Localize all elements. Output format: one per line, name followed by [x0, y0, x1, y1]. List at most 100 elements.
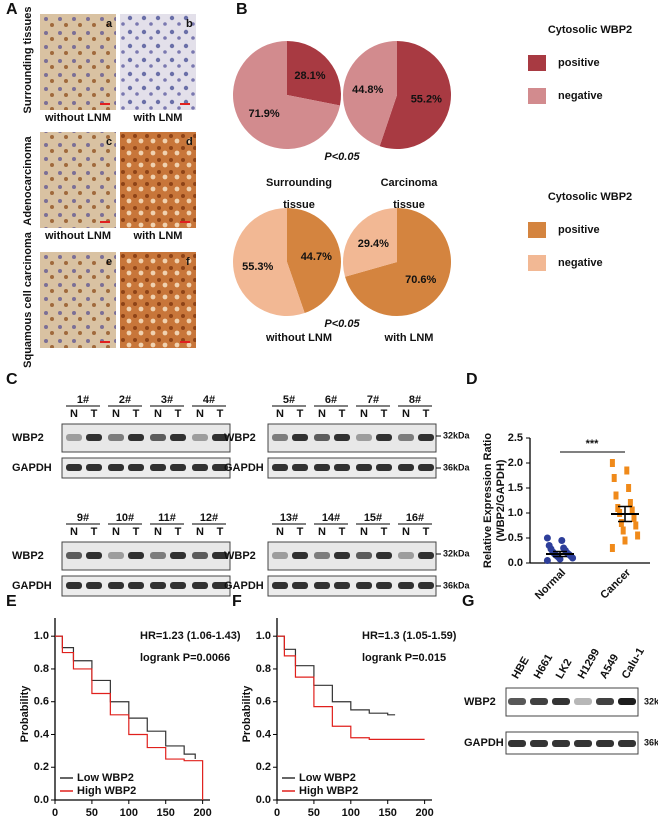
panel-letter: A [6, 1, 18, 18]
band [314, 434, 330, 441]
lane-label: N [402, 526, 410, 538]
x-tick-label: 150 [379, 807, 397, 819]
blot-strip [61, 457, 231, 479]
band [212, 552, 228, 559]
sample-label: 13# [280, 512, 298, 524]
histology-image [120, 252, 196, 348]
pie-caption: tissue [393, 199, 425, 211]
lane-label: T [297, 526, 304, 538]
cell-label: H661 [532, 652, 556, 681]
band [272, 464, 288, 471]
lane-label: N [276, 526, 284, 538]
band [86, 582, 102, 589]
band [596, 740, 614, 747]
legend-label: High WBP2 [299, 785, 358, 797]
point [624, 466, 630, 475]
y-tick-label: 0.0 [256, 794, 271, 806]
band [272, 552, 288, 559]
lane-label: T [381, 408, 388, 420]
legend-label: High WBP2 [77, 785, 136, 797]
lane-label: T [423, 408, 430, 420]
annotation: HR=1.3 (1.05-1.59) [362, 630, 457, 642]
band [418, 582, 434, 589]
lane-label: T [297, 408, 304, 420]
x-tick-label: 50 [308, 807, 320, 819]
band [66, 552, 82, 559]
cell-label: HBE [510, 655, 532, 681]
band [212, 582, 228, 589]
band [170, 434, 186, 441]
band [552, 698, 570, 705]
row-label: Adenocarcinoma [22, 135, 34, 225]
band [618, 740, 636, 747]
pie-caption: Surrounding [266, 177, 332, 189]
lane-label: T [175, 408, 182, 420]
band [86, 434, 102, 441]
y-tick-label: 0.8 [34, 663, 49, 675]
band [292, 552, 308, 559]
point [543, 557, 551, 564]
point [543, 534, 551, 542]
sub-label: f [186, 256, 190, 268]
pie-value-label: 44.8% [352, 84, 383, 96]
point [631, 514, 637, 522]
sub-label: c [106, 136, 112, 148]
band [398, 582, 414, 589]
legend-label: negative [558, 90, 603, 102]
band [150, 464, 166, 471]
x-tick-label: 50 [86, 807, 98, 819]
y-tick-label: 0.5 [508, 532, 523, 544]
error-bar [553, 550, 567, 558]
sample-label: 11# [158, 512, 176, 524]
survival-curve [55, 635, 196, 760]
sample-label: 3# [161, 394, 173, 406]
histology-image [40, 252, 116, 348]
sample-label: 12# [200, 512, 218, 524]
point [629, 506, 635, 515]
x-tick-label: Cancer [598, 566, 633, 601]
lane-label: N [112, 408, 120, 420]
band [356, 464, 372, 471]
band [398, 464, 414, 471]
point [560, 544, 568, 552]
panel-letter: E [6, 593, 17, 610]
band [314, 552, 330, 559]
annotation: HR=1.23 (1.06-1.43) [140, 630, 241, 642]
band [128, 552, 144, 559]
lane-label: T [91, 408, 98, 420]
pie-caption: Carcinoma [381, 177, 439, 189]
legend-title: Cytosolic WBP2 [548, 191, 632, 203]
y-tick-label: 2.0 [508, 457, 523, 469]
lane-label: N [360, 526, 368, 538]
band [192, 552, 208, 559]
cell-label: LK2 [554, 657, 575, 681]
pie-value-label: 55.2% [411, 94, 442, 106]
error-bar [618, 505, 632, 523]
lane-label: N [360, 408, 368, 420]
row-label: GAPDH [464, 737, 504, 749]
pie-value-label: 29.4% [358, 238, 389, 250]
row-label: Surrounding tissues [22, 7, 34, 114]
caption: with LNM [133, 112, 183, 124]
histology-image [120, 132, 196, 228]
band [86, 464, 102, 471]
caption: with LNM [133, 230, 183, 242]
sample-label: 16# [406, 512, 424, 524]
panel-letter: F [232, 593, 242, 610]
x-tick-label: 150 [157, 807, 175, 819]
sample-label: 5# [283, 394, 295, 406]
band [292, 434, 308, 441]
y-tick-label: 0.0 [508, 557, 523, 569]
legend-swatch [528, 55, 546, 71]
band [272, 582, 288, 589]
sub-label: b [186, 18, 193, 30]
histology-image [40, 132, 116, 228]
x-tick-label: 200 [193, 807, 211, 819]
lane-label: T [339, 526, 346, 538]
p-value: P<0.05 [324, 151, 360, 163]
band [508, 740, 526, 747]
lane-label: N [318, 408, 326, 420]
band [108, 464, 124, 471]
marker-label: 36kDa [443, 462, 471, 472]
band [150, 552, 166, 559]
